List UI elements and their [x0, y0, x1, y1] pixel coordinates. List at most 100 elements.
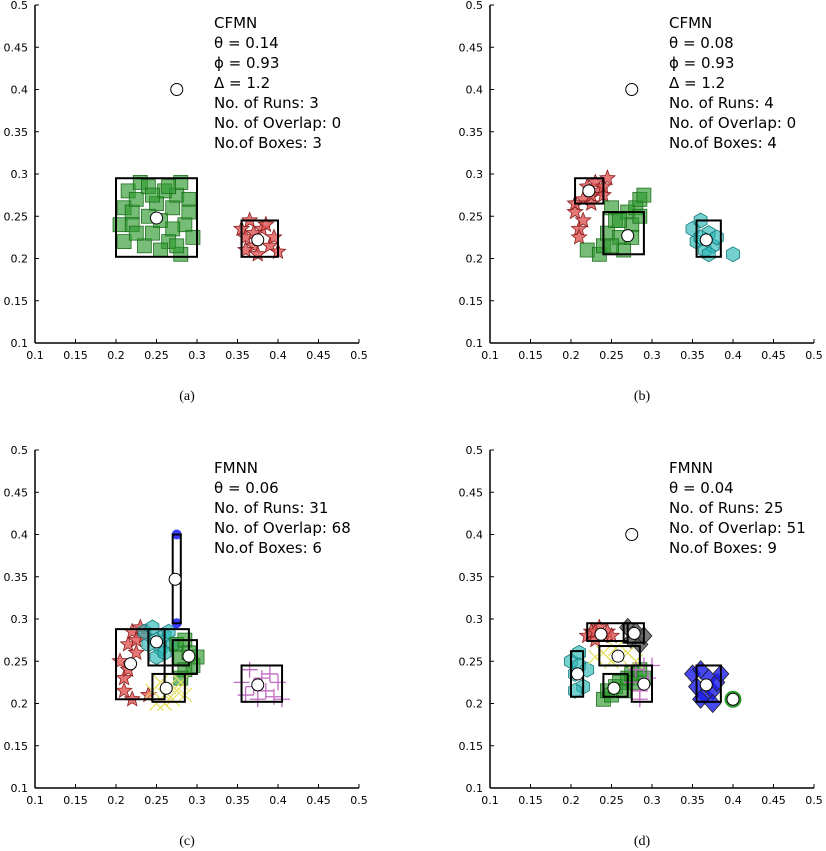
star-marker — [570, 228, 588, 245]
square-marker — [636, 187, 652, 203]
annotation-line: Δ = 1.2 — [214, 74, 270, 92]
annotation-line: θ = 0.14 — [214, 34, 279, 52]
annotation-line: No. of Runs: 4 — [669, 94, 774, 112]
chart-panel: 0.1 0.15 0.2 0.25 0.3 0.35 0.4 0.45 0.5 0.1 0.15 0.… — [459, 444, 823, 849]
centroid-marker — [625, 83, 639, 96]
star-marker — [111, 652, 129, 669]
x-tick-label: 0.3 — [643, 349, 661, 362]
star-marker — [127, 643, 145, 661]
centroid-marker — [699, 233, 713, 247]
square-marker — [169, 238, 185, 254]
x-tick-label: 0.45 — [761, 349, 786, 362]
plus-marker — [631, 691, 648, 708]
x-tick-label: 0.1 — [481, 349, 499, 362]
star-marker — [586, 173, 604, 190]
y-tick-label: 0.25 — [4, 655, 29, 668]
y-tick-label: 0.3 — [11, 168, 29, 181]
square-marker — [145, 187, 160, 203]
annotation-line: θ = 0.08 — [669, 34, 734, 52]
centroid-marker — [570, 667, 584, 681]
x-tick-label: 0.45 — [761, 794, 786, 807]
hyperbox — [574, 177, 605, 205]
centroid-marker — [621, 229, 635, 243]
x-marker — [165, 691, 181, 707]
panel-caption: (c) — [179, 834, 195, 849]
plus-marker — [270, 674, 286, 691]
hyperbox — [240, 219, 280, 258]
y-tick-label: 0.25 — [459, 655, 484, 668]
star-marker — [257, 215, 275, 233]
plus-marker — [249, 691, 266, 708]
plus-marker — [261, 665, 278, 682]
star-marker — [236, 241, 255, 258]
plus-marker — [237, 687, 254, 704]
x-tick-label: 0.1 — [26, 349, 44, 362]
hyperbox — [240, 664, 284, 703]
y-tick-label: 0.2 — [466, 253, 484, 266]
annotation-line: No.of Boxes: 6 — [214, 539, 322, 557]
centroid-marker — [699, 678, 713, 692]
y-tick-label: 0.2 — [11, 253, 29, 266]
chart-panel: 0.1 0.15 0.2 0.25 0.3 0.35 0.4 0.45 0.5 0.1 0.15 0.… — [4, 0, 368, 404]
annotation-line: ϕ = 0.93 — [214, 54, 279, 72]
x-tick-label: 0.4 — [724, 794, 742, 807]
annotation-line: No. of Overlap: 68 — [214, 519, 351, 537]
y-tick-label: 0.1 — [11, 337, 29, 350]
centroid-marker — [251, 678, 265, 692]
y-tick-label: 0.1 — [466, 337, 484, 350]
annotation-line: No. of Overlap: 0 — [669, 114, 796, 132]
square-marker — [161, 179, 177, 195]
x-tick-label: 0.25 — [599, 794, 624, 807]
star-marker — [115, 681, 133, 699]
centroid-marker — [168, 572, 182, 586]
x-tick-label: 0.5 — [805, 349, 823, 362]
x-tick-label: 0.25 — [144, 794, 169, 807]
centroid-marker — [150, 211, 163, 225]
star-marker — [598, 169, 617, 186]
annotation-line: No.of Boxes: 4 — [669, 134, 777, 152]
y-tick-label: 0.4 — [11, 84, 29, 97]
annotation-line: θ = 0.06 — [214, 479, 279, 497]
x-tick-label: 0.2 — [107, 349, 125, 362]
x-tick-label: 0.2 — [107, 794, 125, 807]
diamond-marker — [704, 693, 722, 714]
y-tick-label: 0.3 — [466, 613, 484, 626]
square-marker — [181, 191, 197, 207]
y-tick-label: 0.45 — [4, 486, 29, 499]
centroid-marker — [637, 677, 651, 691]
y-tick-label: 0.15 — [4, 740, 29, 753]
x-tick-label: 0.4 — [269, 349, 287, 362]
square-marker — [153, 242, 168, 258]
x-tick-label: 0.5 — [350, 794, 368, 807]
centroid-marker — [150, 635, 163, 649]
centroid-marker — [582, 184, 596, 198]
hyperbox — [695, 664, 722, 703]
centroid-marker — [594, 627, 608, 641]
hyperbox — [602, 672, 629, 698]
y-tick-label: 0.1 — [11, 782, 29, 795]
x-tick-label: 0.35 — [680, 794, 705, 807]
y-tick-label: 0.35 — [4, 571, 29, 584]
x-tick-label: 0.2 — [562, 794, 580, 807]
x-tick-label: 0.25 — [144, 349, 169, 362]
chart-panel: 0.1 0.15 0.2 0.25 0.3 0.35 0.4 0.45 0.5 0.1 0.15 0.… — [4, 444, 368, 849]
annotation-line: No.of Boxes: 3 — [214, 134, 322, 152]
centroid-marker — [251, 233, 265, 247]
annotation-line: Δ = 1.2 — [669, 74, 725, 92]
x-tick-label: 0.3 — [643, 794, 661, 807]
x-tick-label: 0.15 — [63, 794, 88, 807]
centroid-marker — [182, 649, 196, 663]
star-marker — [115, 669, 133, 686]
x-tick-label: 0.5 — [350, 349, 368, 362]
square-marker — [145, 225, 160, 241]
x-tick-label: 0.45 — [306, 349, 331, 362]
hyperbox — [115, 177, 198, 258]
hyperbox — [602, 211, 645, 256]
hyperbox — [115, 628, 166, 701]
y-tick-label: 0.15 — [4, 295, 29, 308]
y-tick-label: 0.45 — [459, 486, 484, 499]
star-marker — [265, 228, 283, 245]
x-tick-label: 0.4 — [269, 794, 287, 807]
y-tick-label: 0.45 — [4, 41, 29, 54]
